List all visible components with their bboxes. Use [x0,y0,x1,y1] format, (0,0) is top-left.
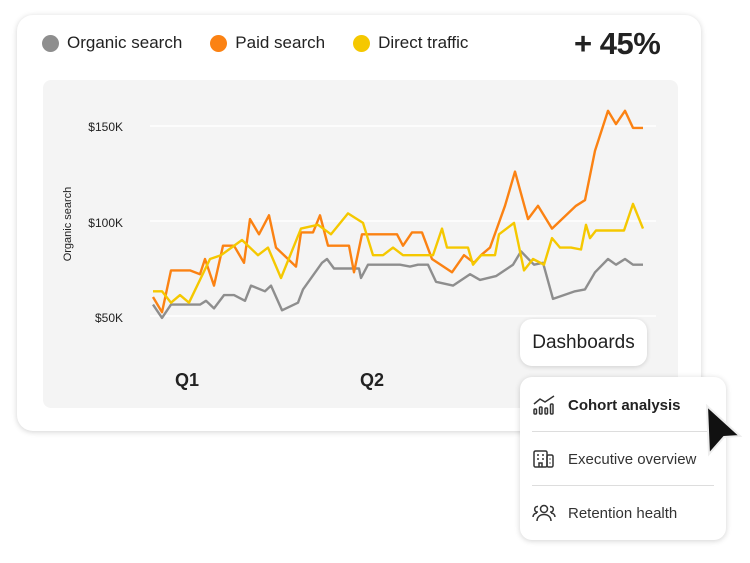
dashboards-button[interactable]: Dashboards [520,319,647,366]
menu-item-label: Cohort analysis [568,396,681,414]
y-tick-label: $150K [88,120,123,134]
menu-divider [532,485,714,486]
paid-dot-icon [210,34,228,52]
x-tick-label: Q2 [360,370,385,390]
y-tick-label: $100K [88,216,123,230]
legend-label: Paid search [235,33,326,52]
series-line-direct-traffic [153,202,645,304]
people-group-icon [532,504,556,522]
building-icon [533,450,554,468]
legend-label: Direct traffic [378,33,469,52]
x-tick-label: Q1 [175,370,200,390]
legend-item-direct: Direct traffic [353,33,468,53]
series-line-organic-search [152,250,643,320]
menu-item-label: Retention health [568,504,678,522]
menu-item-executive-overview[interactable]: Executive overview [532,439,714,479]
legend-item-paid: Paid search [210,33,325,53]
series-line-paid-search [151,109,643,314]
menu-item-label: Executive overview [568,450,697,468]
mouse-cursor-icon [705,404,743,457]
organic-dot-icon [42,34,59,52]
chart-growth-icon [533,395,555,415]
direct-dot-icon [353,34,371,52]
legend-label: Organic search [67,33,183,52]
menu-item-cohort-analysis[interactable]: Cohort analysis [532,385,714,425]
menu-divider [532,431,714,432]
y-tick-label: $50K [94,311,123,325]
menu-item-retention-health[interactable]: Retention health [532,493,714,533]
legend-item-organic: Organic search [42,33,182,53]
dashboards-menu: Cohort analysis Executive overview Reten… [520,377,726,540]
legend: Organic search Paid search Direct traffi… [42,33,496,53]
kpi-change: + 45% [574,26,661,61]
